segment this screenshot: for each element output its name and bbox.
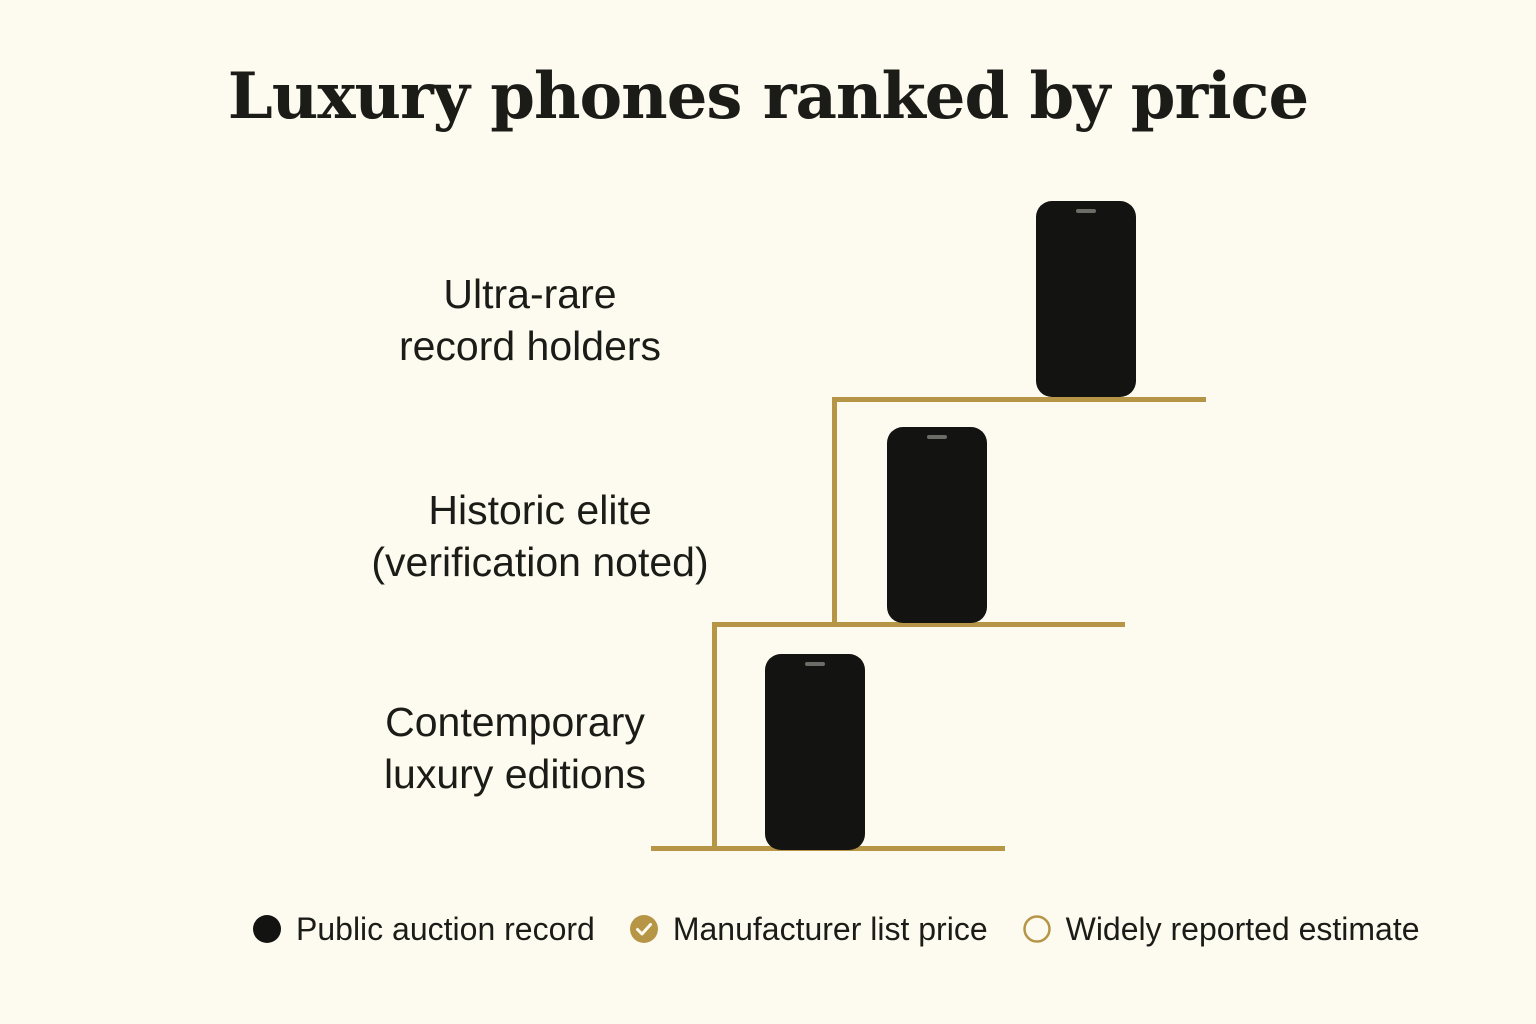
shelf-top	[832, 397, 1206, 402]
phone-icon	[765, 654, 865, 850]
phone-speaker	[805, 662, 825, 666]
legend-label: Widely reported estimate	[1065, 910, 1420, 947]
legend-label: Public auction record	[296, 910, 595, 947]
shelf-middle	[712, 622, 1125, 627]
phone-speaker	[927, 435, 947, 439]
gold-check-circle-icon	[629, 915, 658, 943]
phone-icon	[1036, 201, 1136, 397]
phone-speaker	[1076, 209, 1096, 213]
tier-label-line: luxury editions	[383, 751, 647, 797]
shelf-top-riser	[832, 397, 837, 626]
legend-item-list-price: Manufacturer list price	[629, 911, 988, 948]
shelf-middle-riser	[712, 622, 717, 850]
phone-icon	[887, 427, 987, 623]
tier-label-historic-elite: Historic elite (verification noted)	[330, 484, 750, 588]
legend: Public auction record Manufacturer list …	[252, 904, 1454, 954]
legend-label: Manufacturer list price	[672, 910, 988, 947]
tier-label-line: Ultra-rare	[443, 271, 617, 317]
tier-label-line: record holders	[398, 323, 662, 369]
tier-label-ultra-rare: Ultra-rare record holders	[330, 268, 730, 372]
legend-item-estimate: Widely reported estimate	[1022, 911, 1420, 948]
tier-label-line: Historic elite	[428, 487, 652, 533]
filled-circle-icon	[253, 915, 281, 943]
tier-label-line: Contemporary	[385, 699, 645, 745]
hollow-circle-icon	[1022, 915, 1051, 943]
tier-label-line: (verification noted)	[371, 539, 709, 585]
page-title: Luxury phones ranked by price	[227, 59, 1309, 134]
tier-label-contemporary: Contemporary luxury editions	[315, 696, 715, 800]
legend-item-auction: Public auction record	[252, 911, 595, 948]
